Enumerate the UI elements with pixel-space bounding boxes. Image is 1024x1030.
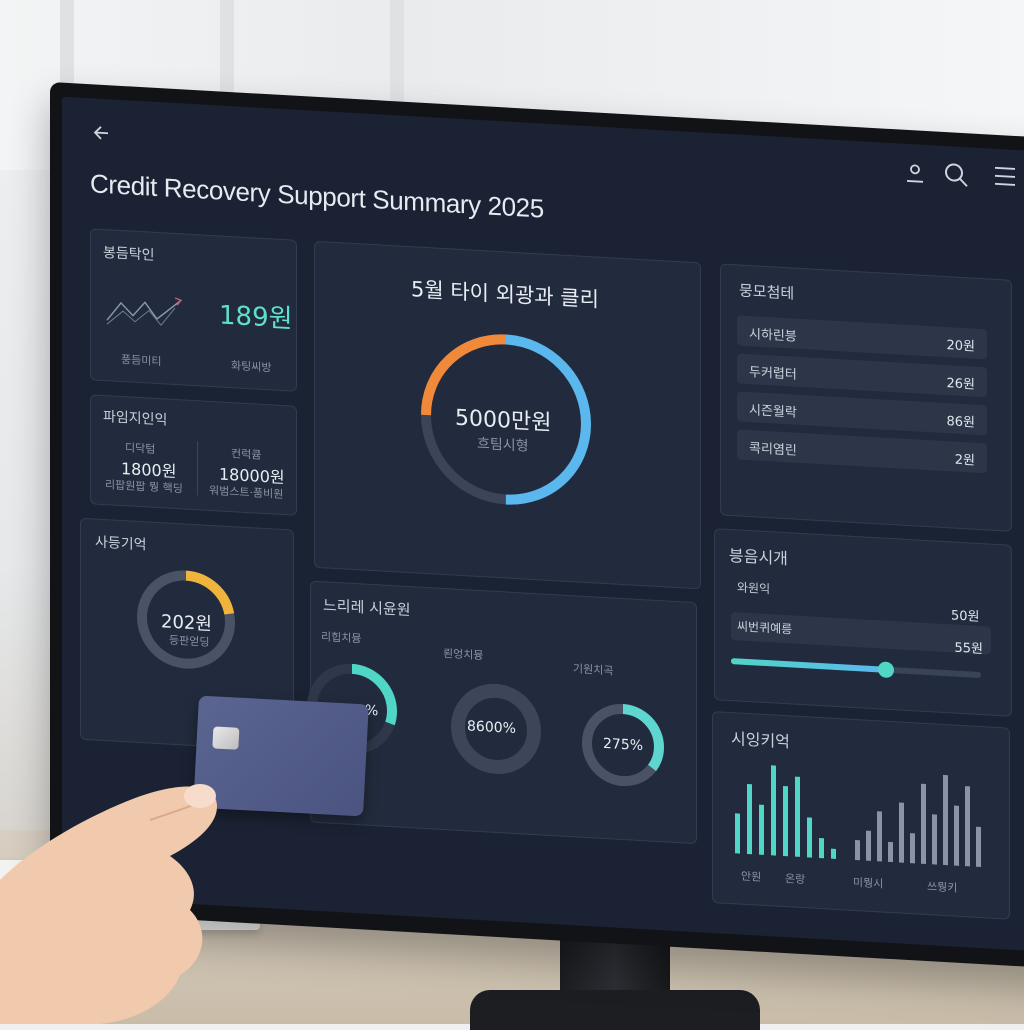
menu-icon[interactable] <box>992 163 1018 190</box>
bar-grey <box>954 805 959 866</box>
main-donut-chart <box>421 334 591 505</box>
card-slider-title: 븡음시개 <box>729 545 788 569</box>
card-split-right-label: 컨럭큠 <box>231 447 262 462</box>
bar-label: 쓰뭥키 <box>927 880 958 895</box>
trend-line-icon <box>106 297 183 326</box>
card-list: 뭉모첨테 시하린븡 20원 두커렵터 26원 시즌월락 86원 콕리염린 2원 <box>720 263 1012 532</box>
card-bars-title: 시잉키억 <box>731 729 790 752</box>
bar-grey <box>877 811 882 862</box>
bar-grey <box>921 783 926 864</box>
list-row-label: 콕리염린 <box>749 441 797 459</box>
card-slider-row1-value: 50원 <box>951 608 980 625</box>
card-slider-row2-value: 55원 <box>954 640 983 658</box>
card-list-title: 뭉모첨테 <box>739 281 795 303</box>
card-slider: 븡음시개 와원익 50원 씨번퀴예릉 55원 <box>714 528 1012 717</box>
card-bars: 시잉키억 안원 온랑 미뭥시 쓰뭥키 <box>712 711 1010 920</box>
list-row[interactable]: 두커렵터 26원 <box>737 353 987 398</box>
card-ring-small: 사등기억 202원 등판얻딩 <box>80 517 294 752</box>
card-trend-title: 봉듬탁인 <box>103 244 155 264</box>
card-ring-small-title: 사등기억 <box>95 534 147 554</box>
bar-grey <box>899 802 904 863</box>
list-row-value: 26원 <box>946 376 975 393</box>
list-row-label: 시즌월락 <box>749 403 797 421</box>
bar-grey <box>932 814 937 865</box>
ring-small-chart <box>137 570 235 669</box>
card-split-left-caption: 리팝원팝 뭥 핵딩 <box>105 478 183 496</box>
ring-label: 리힙치뮹 <box>321 630 362 646</box>
list-row-label: 시하린븡 <box>749 327 797 345</box>
ring-chart <box>582 703 664 787</box>
bar-teal <box>819 837 824 859</box>
list-row-value: 86원 <box>946 414 975 431</box>
bar-grey <box>965 786 970 867</box>
bar-teal <box>831 848 836 859</box>
search-icon[interactable] <box>942 160 970 190</box>
bar-grey <box>976 826 981 868</box>
card-trend-value: 189원 <box>219 300 293 335</box>
bar-grey <box>866 830 871 861</box>
hand-holding-card <box>0 784 217 1024</box>
card-split-title: 파임지인익 <box>103 408 168 429</box>
bar-grey <box>910 833 915 864</box>
card-split: 파임지인익 디닥텀 1800원 리팝원팝 뭥 핵딩 컨럭큠 18000원 워범스… <box>90 394 297 516</box>
window-mullion <box>220 0 234 120</box>
bar-grey <box>888 841 893 863</box>
card-split-left-label: 디닥텀 <box>125 441 156 456</box>
ring-label: 기원치곡 <box>573 662 614 678</box>
list-row-label: 두커렵터 <box>749 365 797 383</box>
list-row-value: 2원 <box>954 452 975 469</box>
card-rings-title: 느리레 시윤원 <box>323 596 411 620</box>
list-row[interactable]: 시하린븡 20원 <box>737 315 987 360</box>
card-main-value: 5000만원 <box>455 405 552 437</box>
list-row[interactable]: 콕리염린 2원 <box>737 429 987 474</box>
ring-value: 8600% <box>467 718 516 738</box>
bar-teal <box>795 776 800 857</box>
slider-fill <box>731 658 886 673</box>
user-icon[interactable] <box>904 162 926 185</box>
slider-thumb[interactable] <box>878 661 894 679</box>
ring-chart <box>451 683 541 775</box>
card-chip-icon <box>212 726 240 750</box>
bar-label: 안원 <box>741 869 762 884</box>
bar-teal <box>771 765 776 856</box>
bar-chart <box>735 765 981 868</box>
card-trend-caption-left: 풍듬미티 <box>121 352 162 369</box>
bar-grey <box>855 840 860 861</box>
bar-grey <box>943 774 948 866</box>
card-main: 5월 타이 외광과 클리 5000만원 흐팀시형 <box>314 240 701 590</box>
card-main-title: 5월 타이 외광과 클리 <box>411 277 599 312</box>
bar-teal <box>759 804 764 855</box>
card-split-right-caption: 워범스트·품비원 <box>209 483 284 502</box>
list-row[interactable]: 시즌월락 86원 <box>737 391 987 436</box>
bar-label: 온랑 <box>785 872 806 887</box>
list-row-value: 20원 <box>946 338 975 355</box>
bar-teal <box>747 783 752 855</box>
card-split-divider <box>197 441 198 496</box>
card-ring-small-caption: 등판얻딩 <box>169 633 210 649</box>
card-trend: 봉듬탁인 189원 풍듬미티 화팅씨방 <box>90 228 297 392</box>
bar-label: 미뭥시 <box>853 875 884 891</box>
slider-track[interactable] <box>731 658 981 679</box>
bar-teal <box>735 813 740 854</box>
window-mullion <box>390 0 404 120</box>
ring-label: 뢴엉치뮹 <box>443 646 484 663</box>
bar-teal <box>783 785 788 857</box>
arrow-left-icon[interactable] <box>92 122 112 143</box>
card-slider-row1-label: 와원익 <box>737 580 771 597</box>
monitor-stand-base <box>470 990 760 1030</box>
card-main-caption: 흐팀시형 <box>477 435 529 455</box>
card-trend-caption-right: 화팅씨방 <box>231 359 272 375</box>
bar-teal <box>807 817 812 858</box>
card-slider-row2-label: 씨번퀴예릉 <box>737 619 793 637</box>
page-title: Credit Recovery Support Summary 2025 <box>90 168 544 224</box>
ring-value: 275% <box>603 735 644 755</box>
